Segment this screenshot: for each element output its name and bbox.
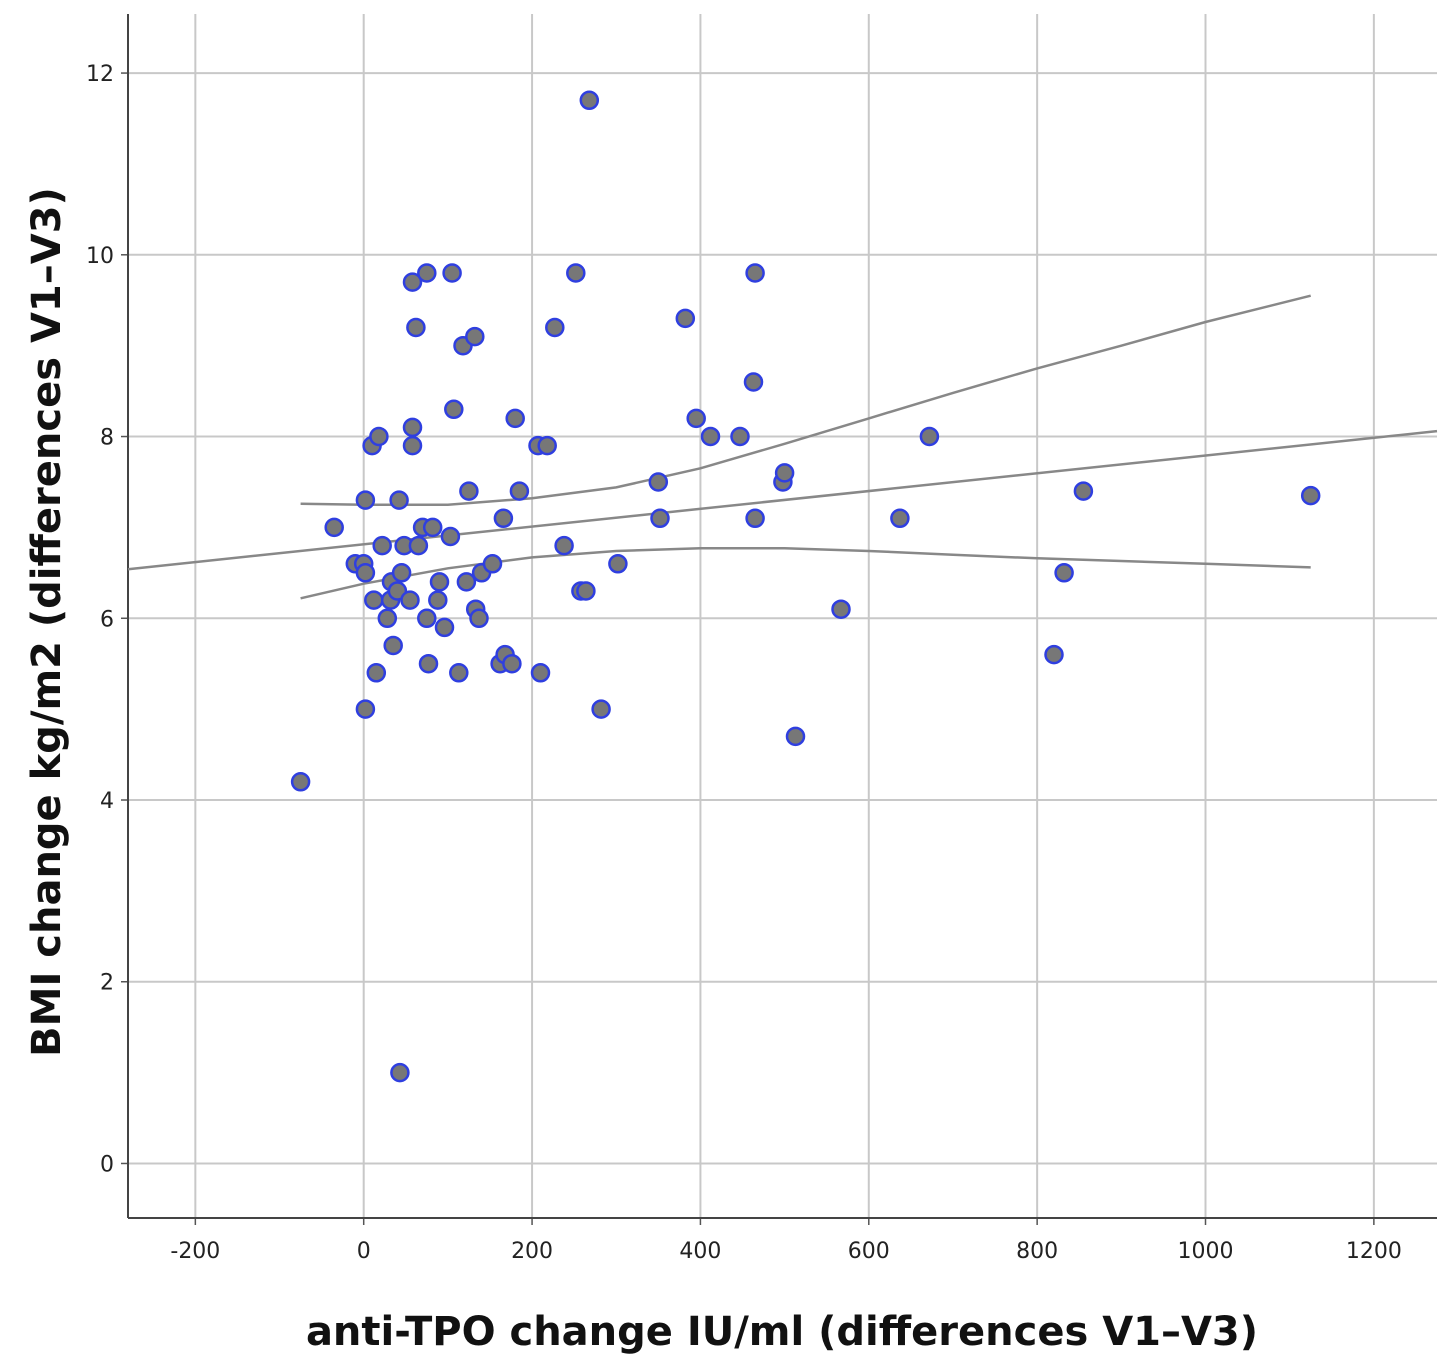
x-tick-label: 1000 (1178, 1239, 1234, 1264)
data-point (686, 408, 706, 429)
data-point (456, 572, 477, 592)
data-point (745, 508, 765, 529)
data-point (417, 263, 437, 283)
data-point (377, 608, 398, 629)
data-point (408, 535, 429, 556)
y-tick-label: 8 (100, 426, 114, 451)
x-gridlines (194, 14, 1375, 1225)
data-point (675, 308, 696, 329)
y-tick-label: 6 (100, 607, 114, 632)
data-point (402, 272, 423, 292)
data-point (576, 581, 596, 601)
x-axis-label: anti-TPO change IU/ml (differences V1–V3… (306, 1309, 1258, 1355)
data-point (406, 317, 426, 338)
x-tick-label: 400 (679, 1239, 721, 1264)
data-point (509, 481, 530, 501)
data-point (400, 590, 420, 610)
data-point (745, 263, 765, 283)
x-tick-label: 600 (848, 1239, 890, 1264)
x-tick-label: -200 (170, 1239, 220, 1264)
data-point (442, 263, 462, 283)
data-point (355, 563, 376, 583)
ci-lower-line (300, 547, 1311, 600)
x-tick-label: 800 (1016, 1239, 1058, 1264)
x-tick-label: 1200 (1346, 1239, 1402, 1264)
data-point (505, 408, 525, 429)
data-points (290, 90, 1321, 1083)
fit-lines (127, 294, 1438, 600)
data-point (449, 663, 469, 683)
data-point (402, 435, 423, 456)
data-point (890, 508, 910, 529)
data-point (417, 608, 437, 629)
data-point (774, 463, 795, 483)
data-point (372, 535, 392, 556)
data-point (608, 554, 628, 574)
data-point (434, 617, 455, 638)
y-tick-label: 2 (100, 971, 114, 996)
data-point (469, 608, 489, 629)
regression-line (127, 429, 1438, 571)
data-point (389, 490, 409, 510)
y-tick-label: 12 (86, 62, 114, 87)
data-point (493, 508, 514, 529)
x-tick-label: 0 (357, 1239, 371, 1264)
data-point (444, 399, 464, 420)
y-axis-label: BMI change kg/m2 (differences V1–V3) (24, 187, 70, 1057)
data-point (730, 426, 750, 447)
data-point (422, 517, 443, 538)
data-point (919, 426, 940, 447)
y-tick-label: 0 (100, 1152, 114, 1177)
data-point (591, 699, 611, 719)
y-gridlines (121, 72, 1437, 1165)
data-point (364, 590, 384, 610)
data-point (390, 1062, 410, 1083)
data-point (1073, 481, 1094, 501)
data-point (1044, 644, 1064, 665)
data-point (502, 653, 522, 674)
data-point (429, 572, 450, 592)
data-point (440, 526, 461, 547)
data-point (391, 563, 412, 583)
data-point (355, 699, 376, 719)
data-point (545, 317, 565, 338)
data-point (785, 726, 806, 747)
data-point (324, 517, 344, 538)
data-point (537, 435, 557, 456)
y-tick-label: 10 (86, 244, 114, 269)
data-point (743, 372, 764, 392)
data-point (566, 263, 586, 283)
data-point (650, 508, 670, 529)
data-point (1300, 485, 1321, 506)
axes (127, 14, 1437, 1219)
data-point (465, 326, 485, 347)
data-point (402, 417, 423, 438)
data-point (369, 426, 389, 447)
data-point (648, 472, 669, 492)
data-point (1054, 563, 1074, 583)
data-point (579, 90, 600, 111)
y-tick-label: 4 (100, 789, 114, 814)
data-point (831, 599, 851, 619)
data-point (290, 772, 311, 792)
data-point (554, 535, 574, 556)
data-point (482, 554, 503, 574)
x-tick-label: 200 (511, 1239, 553, 1264)
data-point (459, 481, 479, 501)
data-point (383, 635, 403, 656)
data-point (700, 426, 721, 447)
data-point (355, 490, 376, 510)
data-point (418, 653, 439, 674)
data-point (366, 663, 387, 683)
ci-upper-line (300, 294, 1312, 506)
y-tick-labels: 0 2 4 6 8 10 12 (86, 62, 114, 1177)
data-point (428, 590, 448, 610)
x-tick-labels: -200 0 200 400 600 800 1000 1200 (170, 1239, 1401, 1264)
data-point (530, 663, 551, 683)
